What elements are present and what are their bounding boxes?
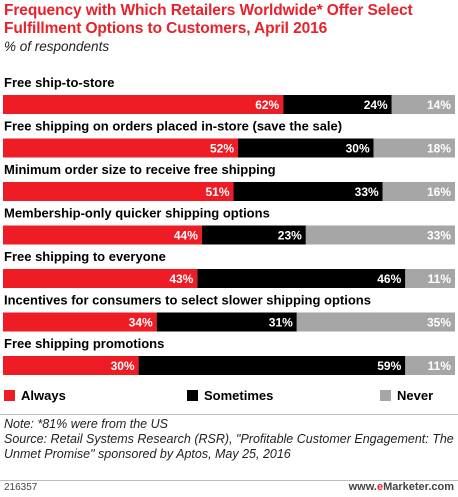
data-label: 30%	[111, 359, 135, 373]
brand-e: e	[376, 481, 384, 493]
bar-segment-always	[3, 356, 139, 375]
data-label: 46%	[377, 272, 401, 286]
bar-segment-sometimes	[197, 269, 406, 288]
bar-segment-never	[405, 356, 455, 375]
category-label: Incentives for consumers to select slowe…	[4, 293, 371, 308]
category-label: Free shipping promotions	[4, 336, 164, 351]
data-label: 59%	[377, 359, 401, 373]
data-label: 34%	[129, 316, 153, 330]
bar-segment-never	[373, 138, 455, 158]
legend-swatch	[187, 390, 198, 401]
legend-label: Sometimes	[204, 388, 274, 403]
legend-swatch	[4, 390, 15, 401]
data-label: 52%	[210, 142, 234, 156]
category-label: Free shipping on orders placed in-store …	[4, 119, 342, 134]
bar-segment-sometimes	[238, 138, 374, 158]
bar-segment-sometimes	[201, 225, 306, 245]
bar-segment-always	[3, 138, 239, 158]
bar-segment-always	[3, 95, 284, 114]
category-label: Free shipping to everyone	[4, 249, 166, 264]
chart-id: 216357	[4, 482, 38, 493]
bar-segment-never	[405, 269, 455, 288]
brand-url[interactable]: www.eMarketer.com	[349, 481, 454, 493]
data-label: 62%	[255, 98, 279, 112]
category-label: Minimum order size to receive free shipp…	[4, 162, 276, 177]
legend: Always Sometimes Never	[0, 388, 458, 406]
data-label: 35%	[427, 316, 451, 330]
legend-label: Never	[397, 388, 434, 403]
data-label: 33%	[355, 185, 379, 199]
bar-segment-never	[305, 225, 455, 245]
bar-segment-sometimes	[138, 356, 406, 375]
bar-segment-sometimes	[156, 312, 297, 332]
chart-subtitle: % of respondents	[4, 39, 110, 54]
data-label: 44%	[174, 229, 198, 243]
legend-swatch	[380, 390, 391, 401]
data-label: 51%	[205, 185, 229, 199]
category-label: Free ship-to-store	[4, 75, 115, 90]
bar-segment-sometimes	[283, 95, 392, 114]
data-label: 18%	[427, 142, 451, 156]
data-label: 23%	[278, 229, 302, 243]
bar-segment-always	[3, 312, 157, 332]
bar-segment-never	[382, 182, 455, 201]
data-label: 16%	[427, 185, 451, 199]
legend-label: Always	[21, 388, 66, 403]
brand-prefix: www.	[348, 481, 377, 493]
legend-item-never: Never	[380, 388, 433, 403]
data-label: 14%	[427, 98, 451, 112]
source-text-line-1: Source: Retail Systems Research (RSR), "…	[4, 432, 454, 446]
data-label: 11%	[428, 359, 452, 373]
bar-segment-sometimes	[233, 182, 383, 201]
bar-segment-always	[3, 182, 234, 201]
data-label: 43%	[169, 272, 193, 286]
bar-segment-never	[391, 95, 455, 114]
chart-title: Frequency with Which Retailers Worldwide…	[4, 2, 413, 37]
source-text-line-2: Unmet Promise" sponsored by Aptos, May 2…	[4, 447, 291, 461]
bar-segment-always	[3, 225, 202, 245]
bar-segment-always	[3, 269, 198, 288]
data-label: 11%	[428, 272, 452, 286]
data-label: 31%	[269, 316, 293, 330]
divider	[0, 414, 458, 415]
legend-item-sometimes: Sometimes	[187, 388, 273, 403]
bar-segment-never	[296, 312, 455, 332]
legend-item-always: Always	[4, 388, 66, 403]
category-label: Membership-only quicker shipping options	[4, 206, 270, 221]
data-label: 24%	[364, 98, 388, 112]
notes: Note: *81% were from the US Source: Reta…	[4, 417, 454, 462]
data-label: 30%	[346, 142, 370, 156]
divider	[0, 480, 458, 481]
brand-rest: Marketer.com	[383, 481, 454, 493]
data-label: 33%	[427, 229, 451, 243]
note-text: Note: *81% were from the US	[4, 417, 168, 431]
stacked-bar-chart: Free ship-to-store 62% 24% 14% Free shipping…	[3, 75, 455, 375]
